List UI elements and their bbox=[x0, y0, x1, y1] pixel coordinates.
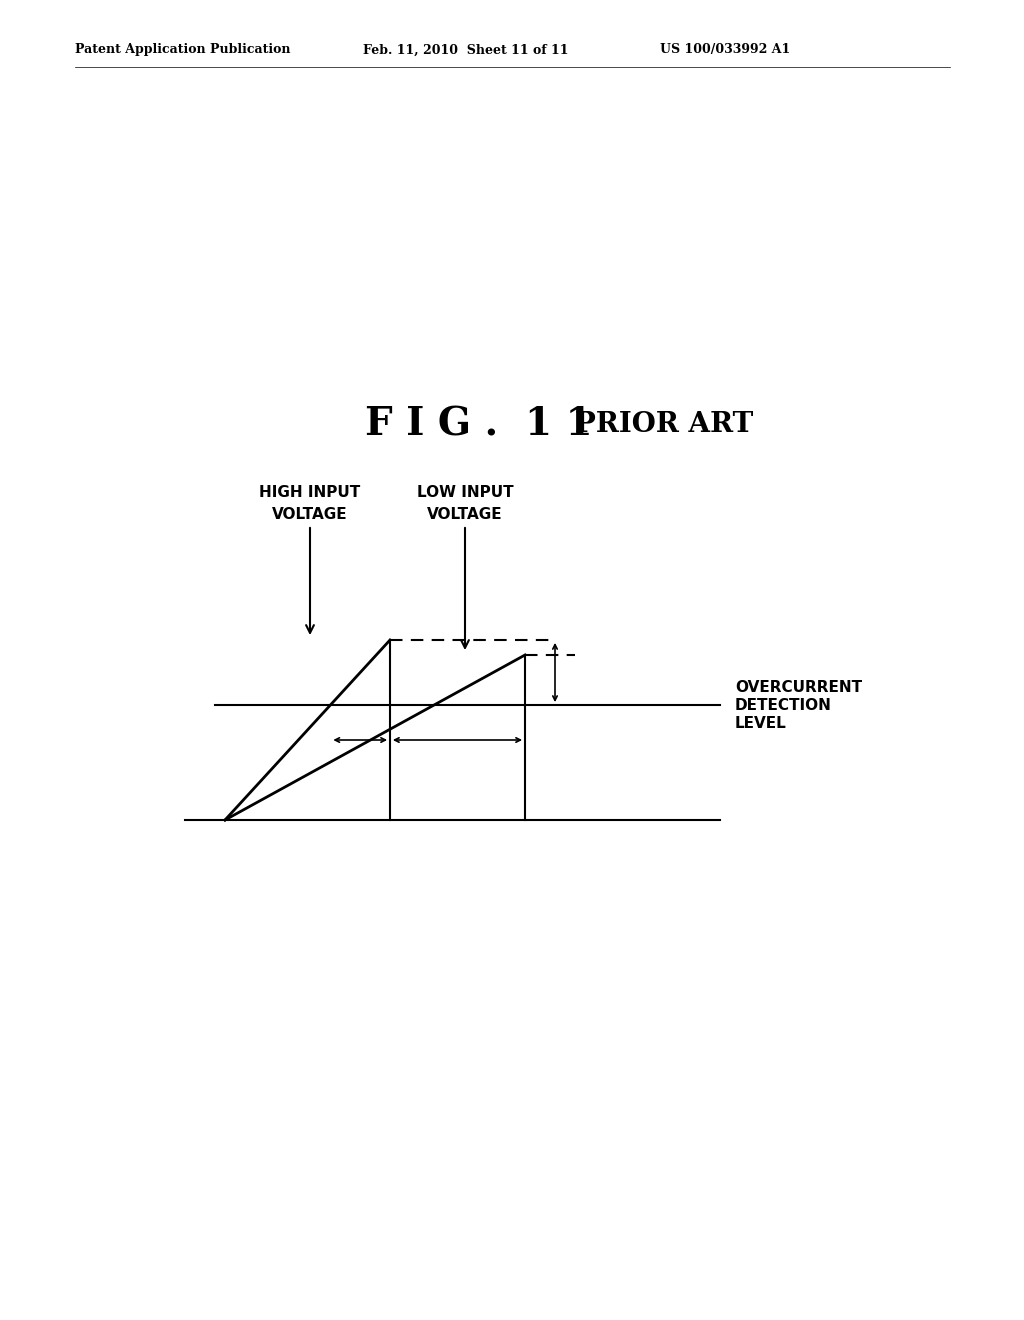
Text: Patent Application Publication: Patent Application Publication bbox=[75, 44, 291, 57]
Text: HIGH INPUT: HIGH INPUT bbox=[259, 484, 360, 500]
Text: VOLTAGE: VOLTAGE bbox=[427, 507, 503, 521]
Text: OVERCURRENT: OVERCURRENT bbox=[735, 680, 862, 694]
Text: F I G .  1 1: F I G . 1 1 bbox=[365, 407, 593, 444]
Text: US 100/033992 A1: US 100/033992 A1 bbox=[660, 44, 791, 57]
Text: DETECTION: DETECTION bbox=[735, 697, 831, 713]
Text: PRIOR ART: PRIOR ART bbox=[575, 412, 754, 438]
Text: VOLTAGE: VOLTAGE bbox=[272, 507, 348, 521]
Text: LOW INPUT: LOW INPUT bbox=[417, 484, 513, 500]
Text: LEVEL: LEVEL bbox=[735, 715, 786, 730]
Text: Feb. 11, 2010  Sheet 11 of 11: Feb. 11, 2010 Sheet 11 of 11 bbox=[362, 44, 568, 57]
